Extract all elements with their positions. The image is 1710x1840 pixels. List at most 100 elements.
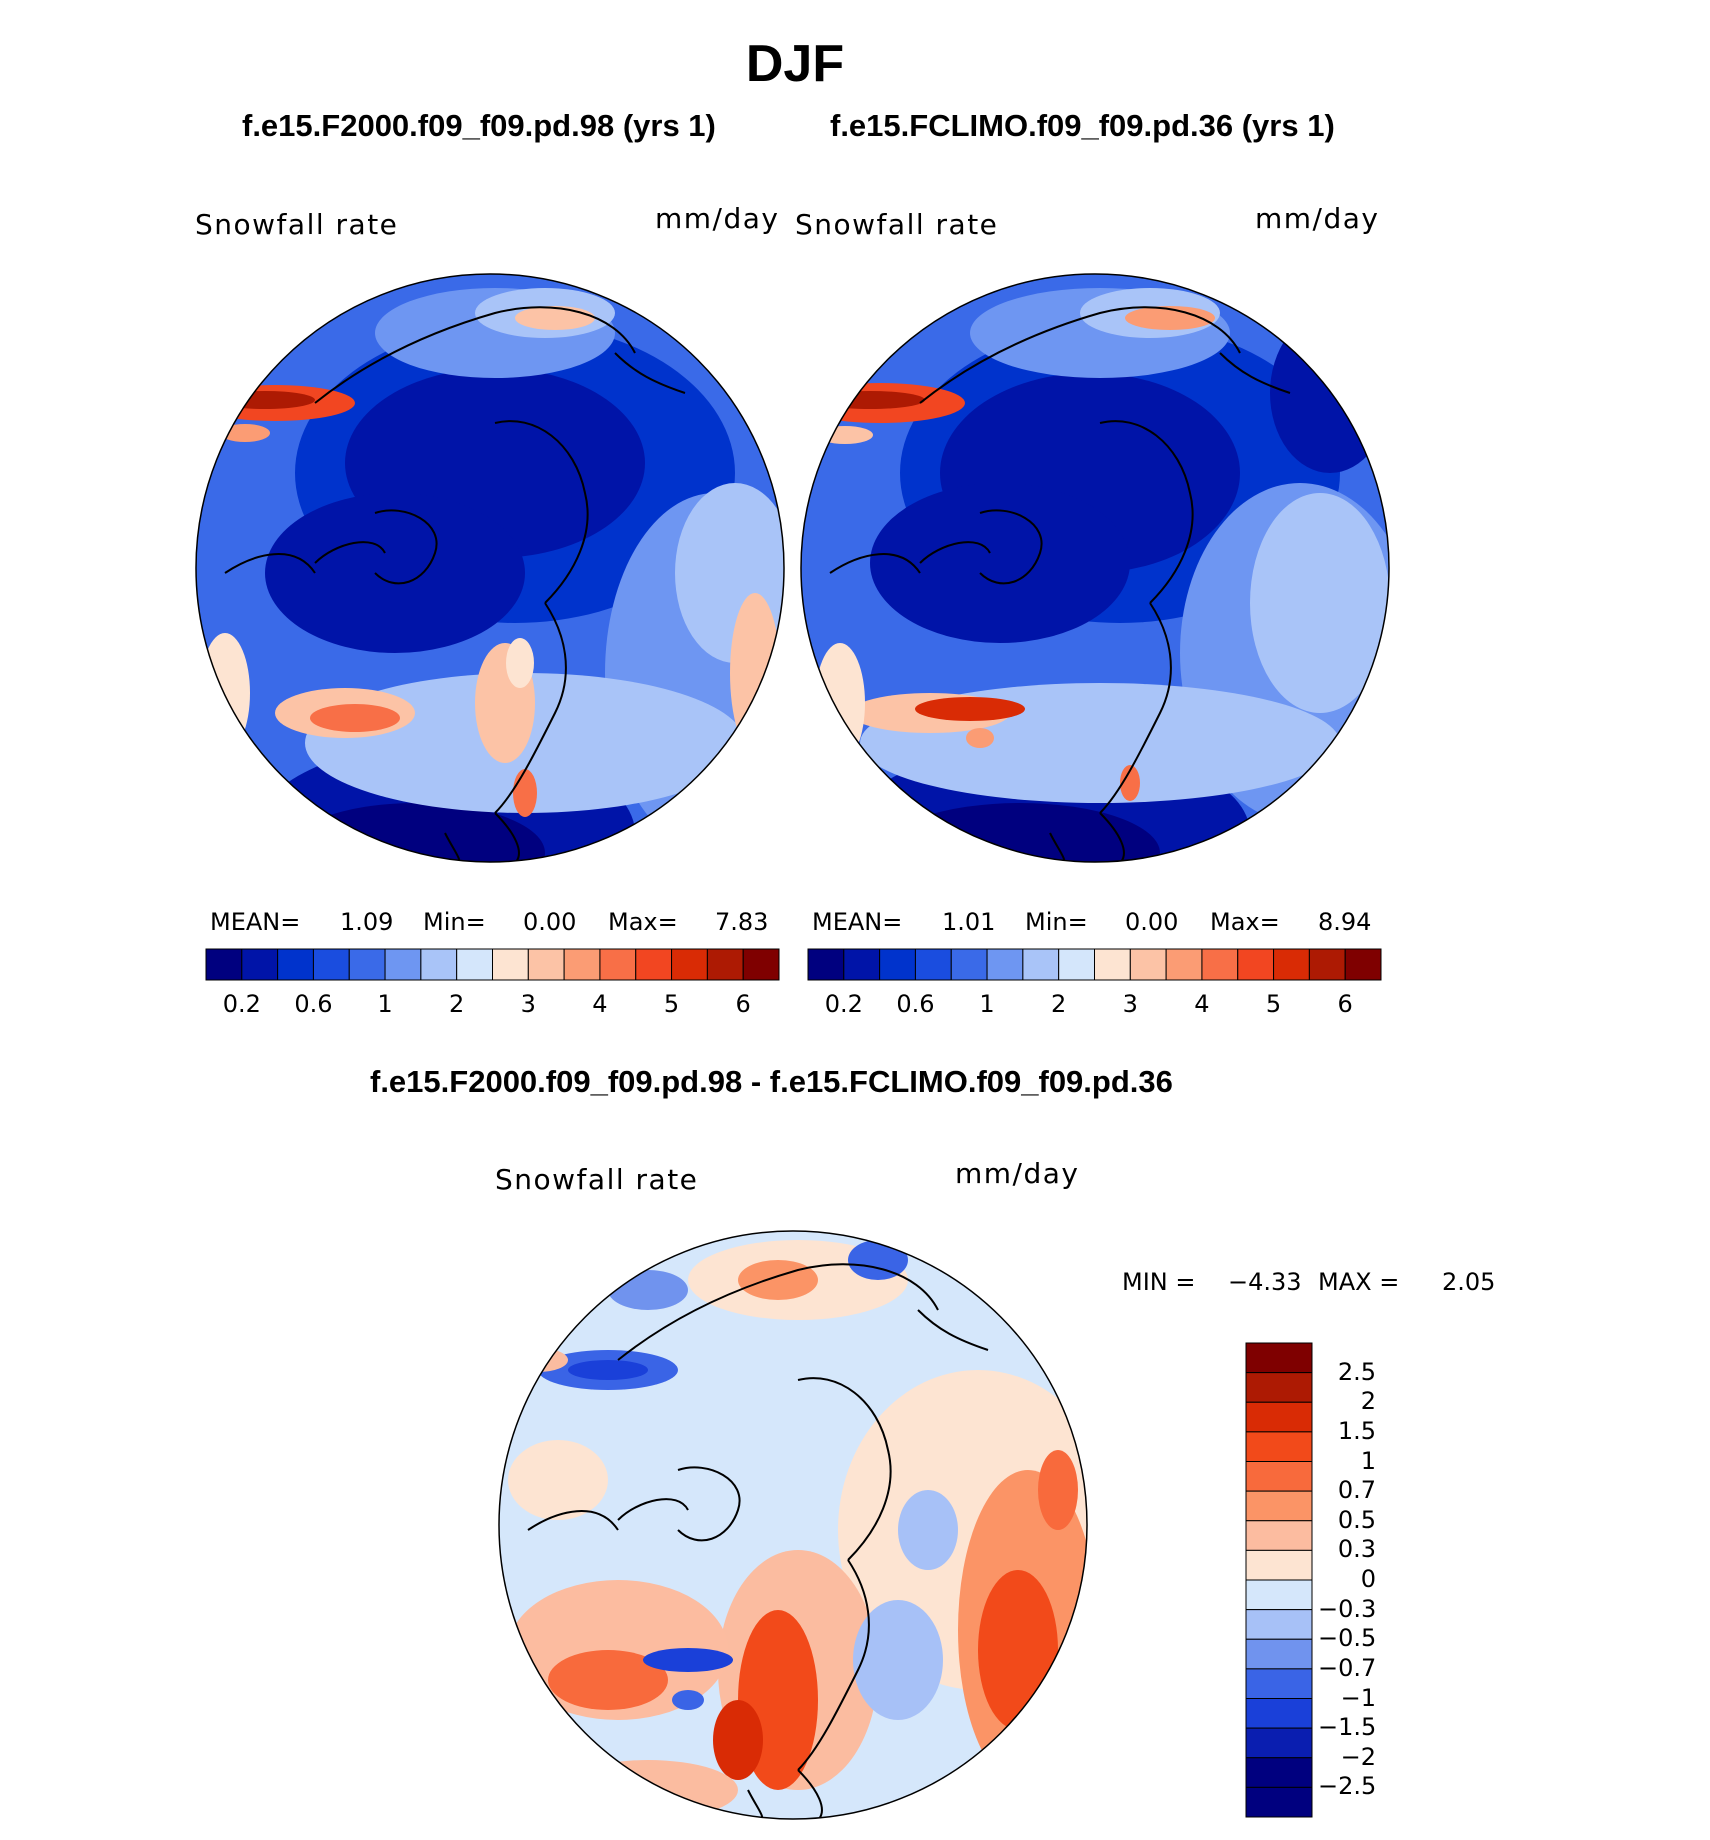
colorbar-swatch (914, 948, 952, 981)
colorbar-swatch (950, 948, 988, 981)
colorbar-tick-label: 0.3 (1337, 1535, 1376, 1564)
colorbar-tick-label: 2.5 (1337, 1357, 1376, 1386)
colorbar-swatch (1094, 948, 1131, 981)
colorbar-swatch (1058, 948, 1095, 981)
colorbar-tick-label: 1 (1360, 1446, 1376, 1475)
colorbar-tick-label: 0.5 (1337, 1505, 1376, 1534)
diff-max-value: 2.05 (1442, 1268, 1496, 1296)
colorbar-swatch (1245, 1461, 1313, 1492)
case1-variable-label: Snowfall rate (195, 208, 399, 241)
colorbar-swatch (312, 948, 350, 981)
case1-mean-label: MEAN= (210, 908, 301, 936)
diff-units-label: mm/day (955, 1157, 1080, 1190)
case2-variable-label: Snowfall rate (795, 208, 999, 241)
case1-colorbar-ticks: 0.2 0.6 1 2 3 4 5 6 (205, 990, 780, 1020)
colorbar-swatch (1245, 1579, 1313, 1611)
case1-min-label: Min= (423, 908, 486, 936)
colorbar-swatch (843, 948, 881, 981)
case2-units-label: mm/day (1255, 202, 1380, 235)
colorbar-tick-label: 5 (1265, 990, 1282, 1018)
colorbar-tick-label: 6 (1337, 990, 1353, 1018)
colorbar-swatch (1245, 1786, 1313, 1818)
diff-max-label: MAX = (1318, 1268, 1400, 1296)
colorbar-swatch (1245, 1698, 1313, 1729)
colorbar-tick-label: −0.5 (1318, 1624, 1377, 1653)
colorbar-swatch (456, 948, 493, 981)
colorbar-tick-label: 3 (1122, 990, 1138, 1018)
colorbar-tick-label: −1.5 (1318, 1713, 1377, 1742)
colorbar-swatch (1245, 1757, 1313, 1788)
colorbar-swatch (563, 948, 601, 981)
case1-polar-map (195, 273, 785, 863)
colorbar-tick-label: 3 (520, 990, 536, 1018)
colorbar-tick-label: 2 (1051, 990, 1067, 1018)
colorbar-tick-label: −2.5 (1318, 1772, 1377, 1801)
colorbar-swatch (986, 948, 1024, 981)
case1-units-label: mm/day (655, 202, 780, 235)
case2-colorbar (807, 948, 1382, 981)
colorbar-tick-label: 6 (735, 990, 751, 1018)
colorbar-swatch (599, 948, 637, 981)
colorbar-swatch (1237, 948, 1275, 981)
colorbar-tick-label: 1.5 (1337, 1416, 1376, 1445)
colorbar-swatch (1201, 948, 1239, 981)
colorbar-tick-label: 2 (449, 990, 465, 1018)
diff-min-value: −4.33 (1228, 1268, 1302, 1296)
colorbar-tick-label: 0.2 (824, 990, 863, 1018)
colorbar-tick-label: 1 (979, 990, 995, 1018)
case2-polar-map (800, 273, 1390, 863)
colorbar-tick-label: −0.7 (1318, 1653, 1377, 1682)
colorbar-swatch (1245, 1609, 1313, 1640)
colorbar-tick-label: 0 (1360, 1565, 1376, 1593)
colorbar-swatch (1308, 948, 1346, 981)
case2-title: f.e15.FCLIMO.f09_f09.pd.36 (yrs 1) (830, 108, 1335, 143)
colorbar-swatch (879, 948, 916, 981)
colorbar-tick-label: 0.6 (896, 990, 935, 1018)
colorbar-swatch (706, 948, 744, 981)
case2-max-value: 8.94 (1318, 908, 1372, 936)
colorbar-swatch (807, 948, 845, 981)
colorbar-swatch (1245, 1490, 1313, 1522)
case1-mean-value: 1.09 (340, 908, 394, 936)
case2-min-label: Min= (1025, 908, 1088, 936)
case1-title: f.e15.F2000.f09_f09.pd.98 (yrs 1) (242, 108, 716, 143)
colorbar-swatch (1245, 1668, 1313, 1699)
colorbar-swatch (384, 948, 422, 981)
colorbar-swatch (1245, 1401, 1313, 1433)
colorbar-tick-label: −0.3 (1318, 1594, 1377, 1623)
colorbar-swatch (1165, 948, 1203, 981)
colorbar-swatch (1245, 1431, 1313, 1462)
colorbar-swatch (1245, 1727, 1313, 1759)
colorbar-swatch (1245, 1520, 1313, 1551)
colorbar-swatch (205, 948, 243, 981)
colorbar-swatch (635, 948, 673, 981)
colorbar-swatch (277, 948, 314, 981)
diff-min-label: MIN = (1122, 1268, 1196, 1296)
colorbar-swatch (742, 948, 780, 981)
colorbar-tick-label: −1 (1340, 1683, 1376, 1712)
colorbar-tick-label: 1 (377, 990, 393, 1018)
case1-min-value: 0.00 (523, 908, 577, 936)
colorbar-swatch (1022, 948, 1060, 981)
colorbar-swatch (1245, 1549, 1313, 1581)
colorbar-tick-label: 0.7 (1337, 1476, 1376, 1505)
colorbar-tick-label: 5 (663, 990, 680, 1018)
colorbar-tick-label: −2 (1340, 1742, 1376, 1771)
colorbar-swatch (1245, 1372, 1313, 1403)
case2-min-value: 0.00 (1125, 908, 1179, 936)
case2-mean-value: 1.01 (942, 908, 996, 936)
difference-colorbar (1245, 1342, 1313, 1818)
colorbar-swatch (671, 948, 708, 981)
diff-variable-label: Snowfall rate (495, 1163, 699, 1196)
colorbar-swatch (527, 948, 565, 981)
colorbar-tick-label: 4 (1194, 990, 1210, 1018)
colorbar-tick-label: 0.6 (294, 990, 333, 1018)
colorbar-swatch (492, 948, 529, 981)
colorbar-swatch (1129, 948, 1167, 981)
case1-colorbar (205, 948, 780, 981)
difference-title: f.e15.F2000.f09_f09.pd.98 - f.e15.FCLIMO… (370, 1064, 1173, 1099)
colorbar-swatch (1245, 1638, 1313, 1670)
colorbar-swatch (348, 948, 386, 981)
difference-colorbar-ticks: 2.5 2 1.5 1 0.7 0.5 0.3 0 −0.3 −0.5 −0.7 −1 −1.5 −2 −2… (1318, 1342, 1438, 1818)
colorbar-swatch (1245, 1342, 1313, 1374)
